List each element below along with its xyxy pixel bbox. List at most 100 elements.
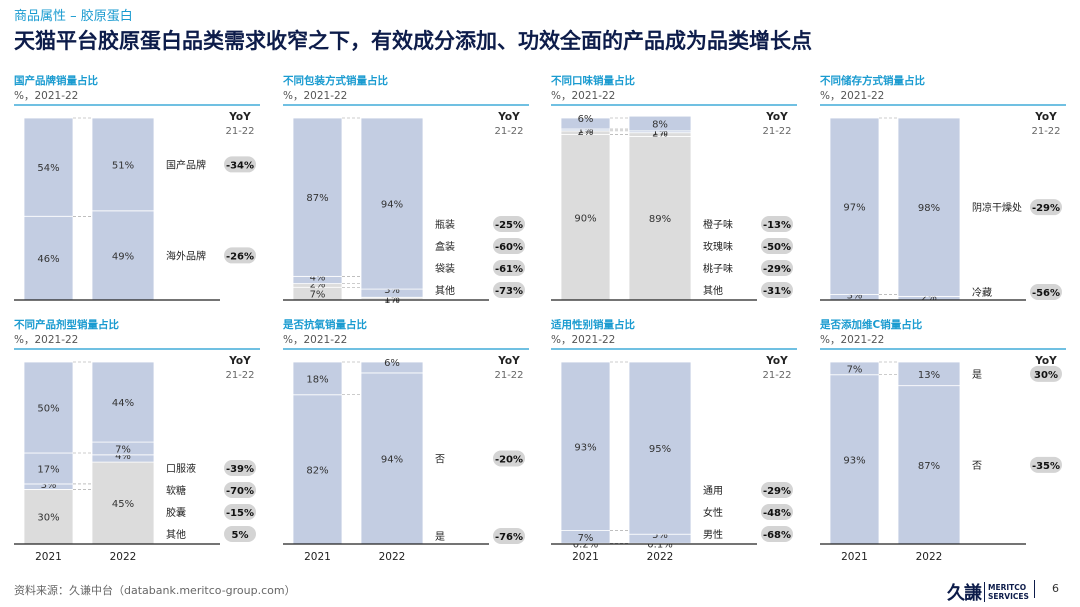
yoy-badge — [493, 260, 525, 276]
chart-subtitle: %，2021-22 — [283, 334, 347, 346]
data-label: 1% — [384, 293, 400, 304]
data-label: 98% — [918, 203, 940, 214]
yoy-value: -76% — [495, 532, 523, 543]
series-label: 瓶装 — [435, 218, 455, 231]
yoy-header: YoY — [765, 111, 788, 123]
yoy-value: -25% — [495, 220, 523, 231]
chart-title: 是否抗氧销量占比 — [282, 318, 367, 331]
series-label: 桃子味 — [703, 262, 733, 275]
data-label: 1% — [652, 127, 668, 138]
yoy-header: YoY — [228, 355, 251, 367]
data-label: 93% — [574, 442, 596, 453]
data-label: 3% — [847, 291, 863, 302]
yoy-badge — [1030, 284, 1062, 300]
bar-segment — [560, 117, 611, 130]
chart-subtitle: %，2021-22 — [820, 334, 884, 346]
yoy-badge — [493, 216, 525, 232]
data-label: 44% — [112, 398, 134, 409]
yoy-value: -35% — [1032, 461, 1060, 472]
yoy-subheader: 21-22 — [494, 126, 523, 137]
yoy-badge — [761, 238, 793, 254]
yoy-header: YoY — [497, 355, 520, 367]
yoy-badge — [1030, 365, 1062, 382]
bar-segment — [91, 361, 155, 443]
data-label: 2% — [652, 129, 668, 140]
data-label: 2% — [921, 292, 937, 303]
breadcrumb: 商品属性 – 胶原蛋白 — [14, 9, 133, 24]
yoy-subheader: 21-22 — [762, 370, 791, 381]
data-label: 13% — [918, 370, 940, 381]
data-label: 46% — [37, 254, 59, 265]
series-label: 海外品牌 — [166, 249, 206, 262]
yoy-value: -68% — [763, 530, 791, 541]
yoy-badge — [761, 504, 793, 520]
series-label: 男性 — [703, 528, 723, 541]
x-tick-label: 2021 — [572, 551, 599, 563]
data-label: 6% — [578, 114, 594, 125]
logo-cn-text: 久謙 — [947, 583, 982, 604]
series-label: 国产品牌 — [166, 158, 206, 171]
bar-segment — [628, 115, 692, 132]
bar-segment — [560, 134, 611, 301]
chart-title: 不同产品剂型销量占比 — [14, 318, 119, 331]
yoy-subheader: 21-22 — [1031, 126, 1060, 137]
yoy-value: -29% — [763, 264, 791, 275]
x-tick-label: 2021 — [304, 551, 331, 563]
series-label: 通用 — [703, 485, 723, 497]
series-label: 否 — [972, 460, 982, 472]
series-label: 是 — [435, 531, 445, 543]
yoy-header: YoY — [1034, 355, 1057, 367]
x-tick-label: 2022 — [916, 551, 943, 563]
bar-segment — [292, 361, 343, 396]
series-label: 盒装 — [435, 240, 455, 253]
yoy-badge — [761, 216, 793, 232]
page-number: 6 — [1052, 582, 1059, 595]
logo-divider — [984, 582, 985, 602]
x-tick-label: 2021 — [841, 551, 868, 563]
yoy-value: -70% — [226, 486, 254, 497]
chart-subtitle: %，2021-22 — [820, 90, 884, 102]
series-label: 阴凉干燥处 — [972, 201, 1022, 214]
bar-segment — [91, 210, 155, 301]
bar-segment — [292, 394, 343, 545]
bar-segment — [23, 488, 74, 545]
bar-segment — [628, 135, 692, 301]
chart-title: 国产品牌销量占比 — [14, 74, 98, 87]
bar-segment — [360, 361, 424, 374]
yoy-badge — [224, 482, 256, 498]
page-divider — [1034, 580, 1035, 598]
data-label: 49% — [112, 251, 134, 262]
bar-segment — [292, 117, 343, 277]
data-label: 18% — [306, 374, 328, 385]
series-label: 胶囊 — [166, 506, 186, 519]
data-label: 1% — [578, 125, 594, 136]
yoy-value: -31% — [763, 286, 791, 297]
data-label: 17% — [37, 464, 59, 475]
yoy-badge — [761, 282, 793, 298]
yoy-badge — [224, 504, 256, 520]
data-label: 89% — [649, 214, 671, 225]
bar-segment — [628, 361, 692, 535]
data-label: 54% — [37, 163, 59, 174]
yoy-value: -29% — [1032, 203, 1060, 214]
yoy-subheader: 21-22 — [494, 370, 523, 381]
series-label: 是 — [972, 369, 982, 381]
yoy-value: -15% — [226, 508, 254, 519]
bar-segment — [23, 361, 74, 454]
yoy-value: -20% — [495, 454, 523, 465]
data-label: 3% — [384, 285, 400, 296]
yoy-badge — [224, 156, 256, 173]
data-label: 82% — [306, 465, 328, 476]
bar-segment — [560, 361, 611, 531]
yoy-badge — [761, 260, 793, 276]
yoy-badge — [493, 450, 525, 467]
chart-title: 不同包装方式销量占比 — [283, 74, 388, 87]
yoy-value: 5% — [232, 530, 249, 541]
bar-segment — [23, 452, 74, 485]
bar-segment — [829, 117, 880, 295]
series-label: 其他 — [166, 528, 186, 541]
data-label: 4% — [115, 451, 131, 462]
bar-segment — [897, 385, 961, 545]
